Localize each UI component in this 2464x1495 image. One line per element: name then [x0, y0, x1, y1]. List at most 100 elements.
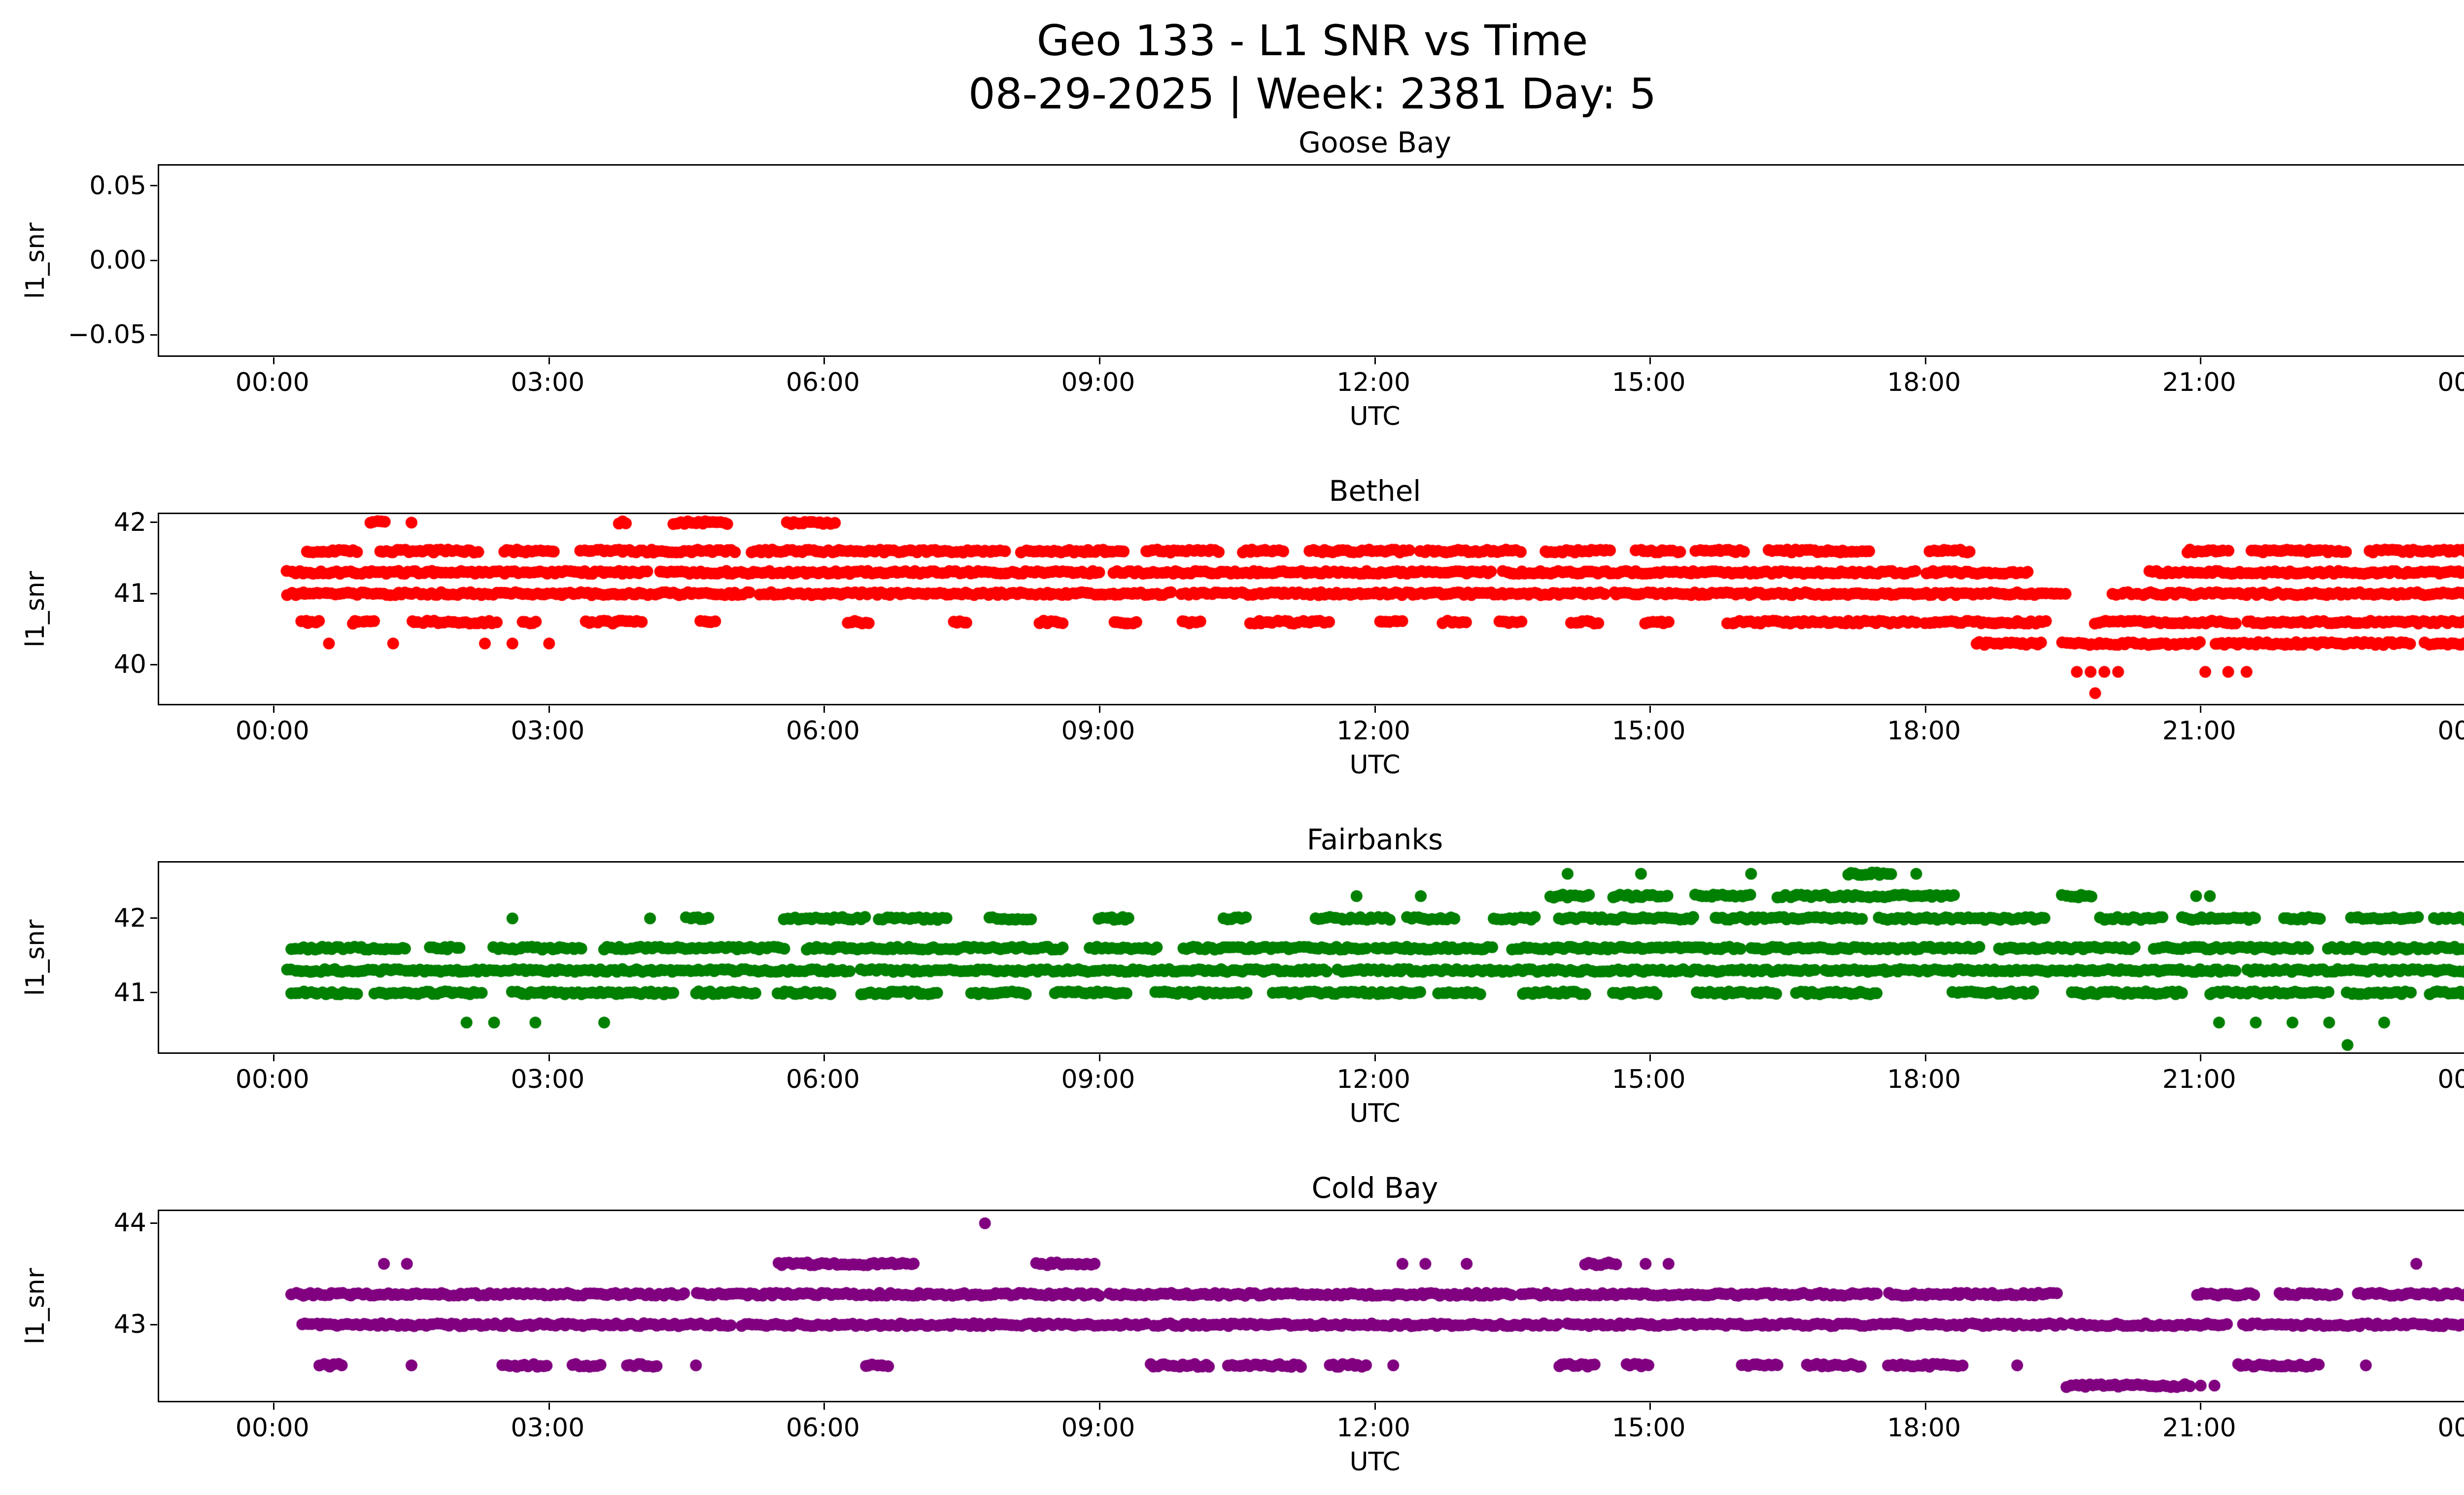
x-axis-tick-labels: 00:00 03:00 06:00 09:00 12:00 15:00 18:00 21:00… — [158, 1402, 2464, 1447]
x-axis-label: UTC — [1349, 401, 1401, 431]
plot-area: 43 44 — [114, 1208, 2464, 1410]
x-tick-label: 06:00 — [786, 367, 860, 397]
subplot-title: Bethel — [1329, 474, 1421, 508]
x-axis-label: UTC — [1349, 1447, 1401, 1477]
x-tick-mark — [1374, 1402, 1376, 1410]
x-tick-mark — [823, 1054, 825, 1061]
x-tick-mark — [1098, 1054, 1100, 1061]
subplot-title: Cold Bay — [1311, 1171, 1438, 1205]
x-tick-mark — [1098, 705, 1100, 713]
y-axis-label: l1_snr — [21, 1268, 50, 1345]
subplot-title: Goose Bay — [1299, 126, 1451, 159]
x-tick-mark — [1098, 357, 1100, 364]
x-tick-mark — [548, 1402, 550, 1410]
subplot-goose-bay: l1_snr Goose Bay 0.05 0.00 −0.05 00:00 03:0… — [0, 126, 2464, 432]
plot-area: 40 41 42 — [114, 508, 2464, 713]
x-tick-mark — [273, 1054, 275, 1061]
x-axis-label: UTC — [1349, 750, 1401, 780]
x-tick-label: 15:00 — [1611, 1064, 1686, 1094]
x-axis-tick-labels: 00:00 03:00 06:00 09:00 12:00 15:00 18:00 21:00… — [158, 357, 2464, 401]
x-tick-label: 06:00 — [786, 1064, 860, 1094]
x-tick-mark — [1649, 1054, 1651, 1061]
x-tick-label: 00:00 — [2437, 716, 2464, 746]
y-tick-label: 42 — [113, 507, 146, 537]
x-tick-mark — [548, 357, 550, 364]
plot-column: Cold Bay 43 44 00:00 03:00 06:00 09:00 12:00 1… — [114, 1171, 2464, 1477]
x-tick-mark — [2200, 705, 2202, 713]
x-tick-label: 15:00 — [1611, 367, 1686, 397]
plot-column: Fairbanks 41 42 00:00 03:00 06:00 09:00 12:00… — [114, 822, 2464, 1129]
x-tick-label: 03:00 — [511, 367, 585, 397]
x-tick-label: 09:00 — [1061, 716, 1135, 746]
x-tick-mark — [1924, 1054, 1926, 1061]
x-tick-mark — [548, 705, 550, 713]
x-tick-label: 06:00 — [786, 716, 860, 746]
x-tick-label: 21:00 — [2162, 716, 2236, 746]
x-tick-label: 09:00 — [1061, 367, 1135, 397]
x-tick-label: 12:00 — [1336, 1064, 1410, 1094]
x-tick-mark — [1374, 357, 1376, 364]
subplot-bethel: l1_snr Bethel 40 41 42 00:00 03:00 06:00 09:0… — [0, 474, 2464, 780]
x-tick-mark — [823, 357, 825, 364]
x-tick-label: 06:00 — [786, 1413, 860, 1443]
plot-column: Goose Bay 0.05 0.00 −0.05 00:00 03:00 06:00 0… — [68, 126, 2464, 432]
y-tick-label: 40 — [113, 650, 146, 680]
x-tick-label: 12:00 — [1336, 716, 1410, 746]
x-tick-label: 00:00 — [235, 1064, 309, 1094]
y-axis-label: l1_snr — [21, 571, 50, 648]
x-axis-tick-labels: 00:00 03:00 06:00 09:00 12:00 15:00 18:00 21:00… — [158, 1054, 2464, 1098]
x-tick-mark — [273, 705, 275, 713]
x-tick-label: 00:00 — [2437, 1413, 2464, 1443]
y-axis-label: l1_snr — [21, 919, 50, 996]
x-tick-mark — [1374, 1054, 1376, 1061]
x-tick-mark — [2200, 357, 2202, 364]
y-tick-mark — [150, 185, 157, 187]
plot-area: 0.05 0.00 −0.05 — [68, 164, 2464, 364]
y-axis-label-column: l1_snr — [0, 823, 158, 1129]
figure-header: Geo 133 - L1 SNR vs Time 08-29-2025 | We… — [0, 15, 2464, 121]
plot-column: Bethel 40 41 42 00:00 03:00 06:00 09:00 12:00 1… — [114, 474, 2464, 780]
x-tick-label: 21:00 — [2162, 1413, 2236, 1443]
x-tick-label: 18:00 — [1887, 1064, 1961, 1094]
y-tick-mark — [150, 1323, 157, 1325]
y-tick-label: 41 — [113, 579, 146, 609]
x-tick-mark — [1649, 357, 1651, 364]
x-tick-mark — [1649, 705, 1651, 713]
y-tick-label: 0.05 — [89, 171, 146, 201]
x-tick-label: 15:00 — [1611, 1413, 1686, 1443]
x-axis-label: UTC — [1349, 1098, 1401, 1128]
y-tick-label: 42 — [113, 903, 146, 933]
x-tick-label: 00:00 — [235, 716, 309, 746]
y-tick-label: 43 — [113, 1310, 146, 1340]
x-tick-label: 12:00 — [1336, 1413, 1410, 1443]
y-tick-label: 0.00 — [89, 245, 146, 276]
y-tick-mark — [150, 522, 157, 523]
scatter-canvas — [159, 1211, 2464, 1401]
x-tick-mark — [823, 1402, 825, 1410]
y-tick-label: 41 — [113, 977, 146, 1008]
figure-subtitle: 08-29-2025 | Week: 2381 Day: 5 — [968, 69, 1657, 119]
subplot-title: Fairbanks — [1306, 822, 1443, 856]
subplot-cold-bay: l1_snr Cold Bay 43 44 00:00 03:00 06:00 09:0… — [0, 1171, 2464, 1477]
x-tick-label: 12:00 — [1336, 367, 1410, 397]
x-tick-mark — [1924, 357, 1926, 364]
y-tick-label: 44 — [113, 1208, 146, 1238]
x-tick-mark — [1098, 1402, 1100, 1410]
y-tick-label: −0.05 — [68, 320, 146, 350]
x-tick-mark — [1924, 1402, 1926, 1410]
x-tick-label: 00:00 — [2437, 367, 2464, 397]
x-tick-label: 03:00 — [511, 1413, 585, 1443]
x-tick-mark — [2200, 1402, 2202, 1410]
y-tick-mark — [150, 334, 157, 336]
x-tick-mark — [1649, 1402, 1651, 1410]
scatter-canvas — [159, 165, 2464, 355]
x-tick-mark — [273, 357, 275, 364]
x-tick-label: 21:00 — [2162, 1064, 2236, 1094]
x-axis-tick-labels: 00:00 03:00 06:00 09:00 12:00 15:00 18:00 21:00… — [158, 705, 2464, 750]
x-tick-mark — [2200, 1054, 2202, 1061]
y-tick-mark — [150, 259, 157, 261]
x-tick-label: 00:00 — [235, 367, 309, 397]
y-axis-label: l1_snr — [21, 222, 50, 299]
x-tick-label: 21:00 — [2162, 367, 2236, 397]
